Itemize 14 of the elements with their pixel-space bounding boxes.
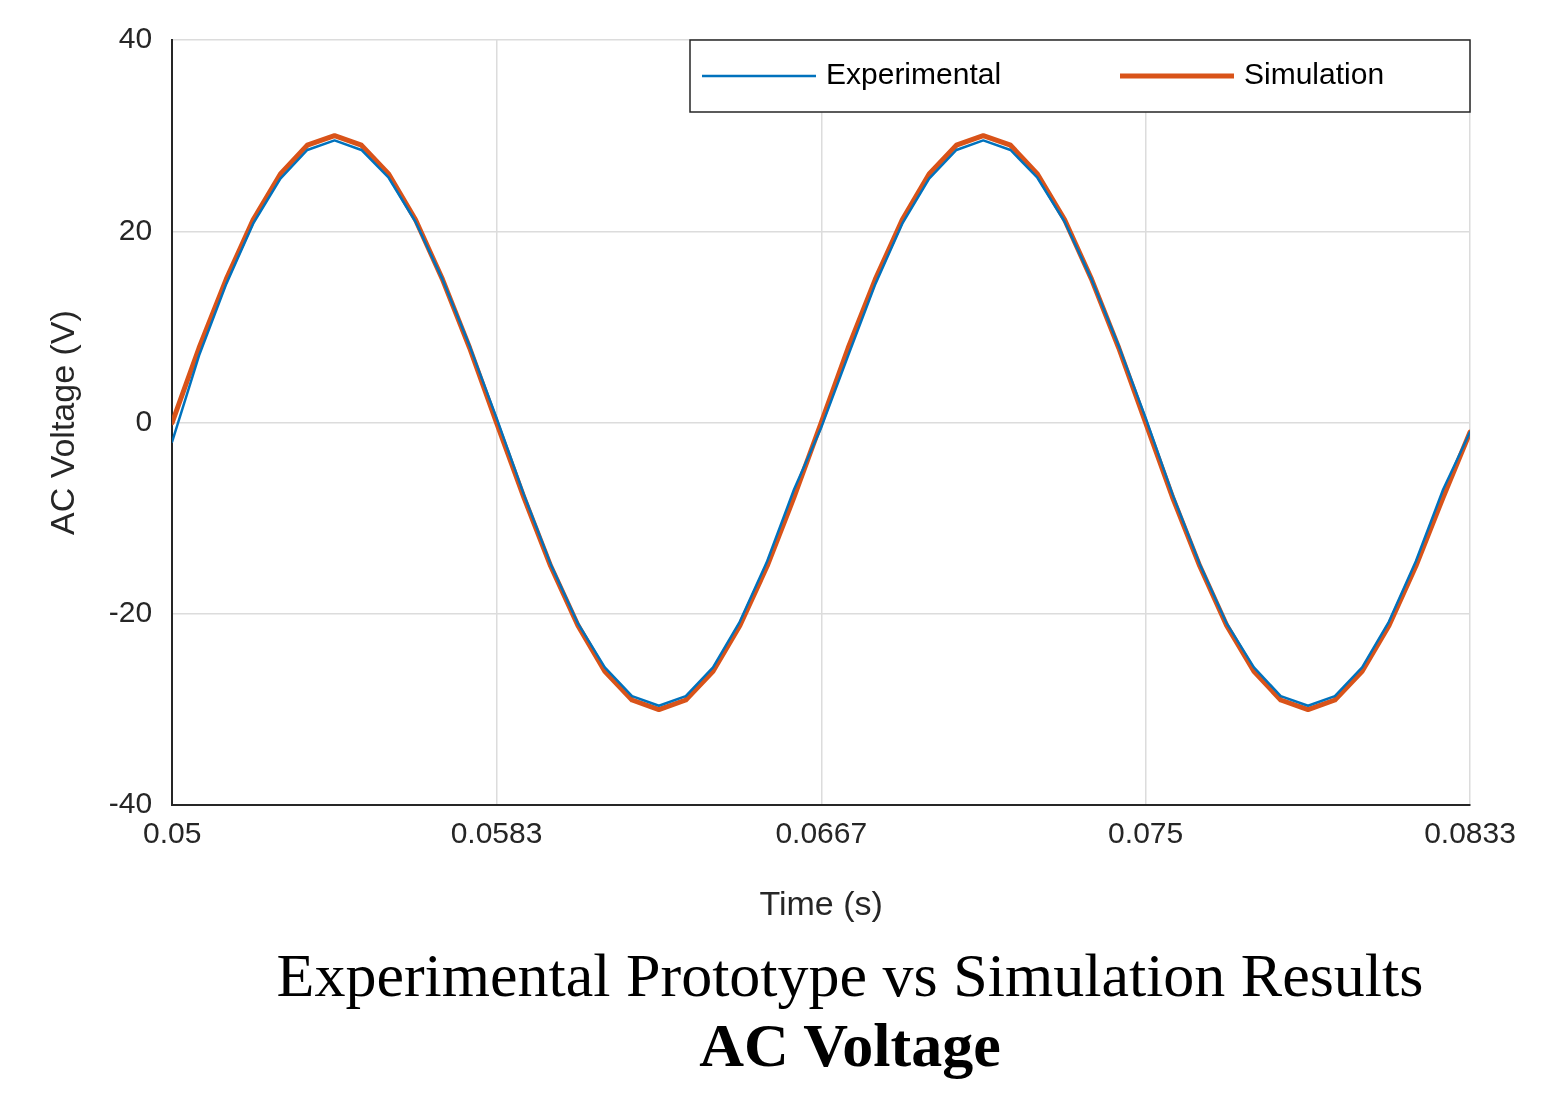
legend-label: Experimental <box>826 57 1002 91</box>
text: Experimental Prototype vs Simulation Results <box>275 940 1425 1010</box>
x-tick-label: 0.0667 <box>775 816 868 850</box>
x-tick-label: 0.0833 <box>1424 816 1516 850</box>
y-tick-label: 0 <box>135 403 153 437</box>
x-tick-label: 0.0583 <box>450 816 543 850</box>
text: AC Voltage <box>698 1010 1002 1080</box>
y-tick-label: 20 <box>118 212 153 246</box>
legend-label: Simulation <box>1244 57 1385 91</box>
x-tick-label: 0.075 <box>1108 816 1184 850</box>
x-axis-title: Time (s) <box>759 883 883 922</box>
y-axis-title: AC Voltage (V) <box>42 310 81 536</box>
y-tick-label: -20 <box>108 595 153 629</box>
y-tick-label: 40 <box>118 21 153 55</box>
